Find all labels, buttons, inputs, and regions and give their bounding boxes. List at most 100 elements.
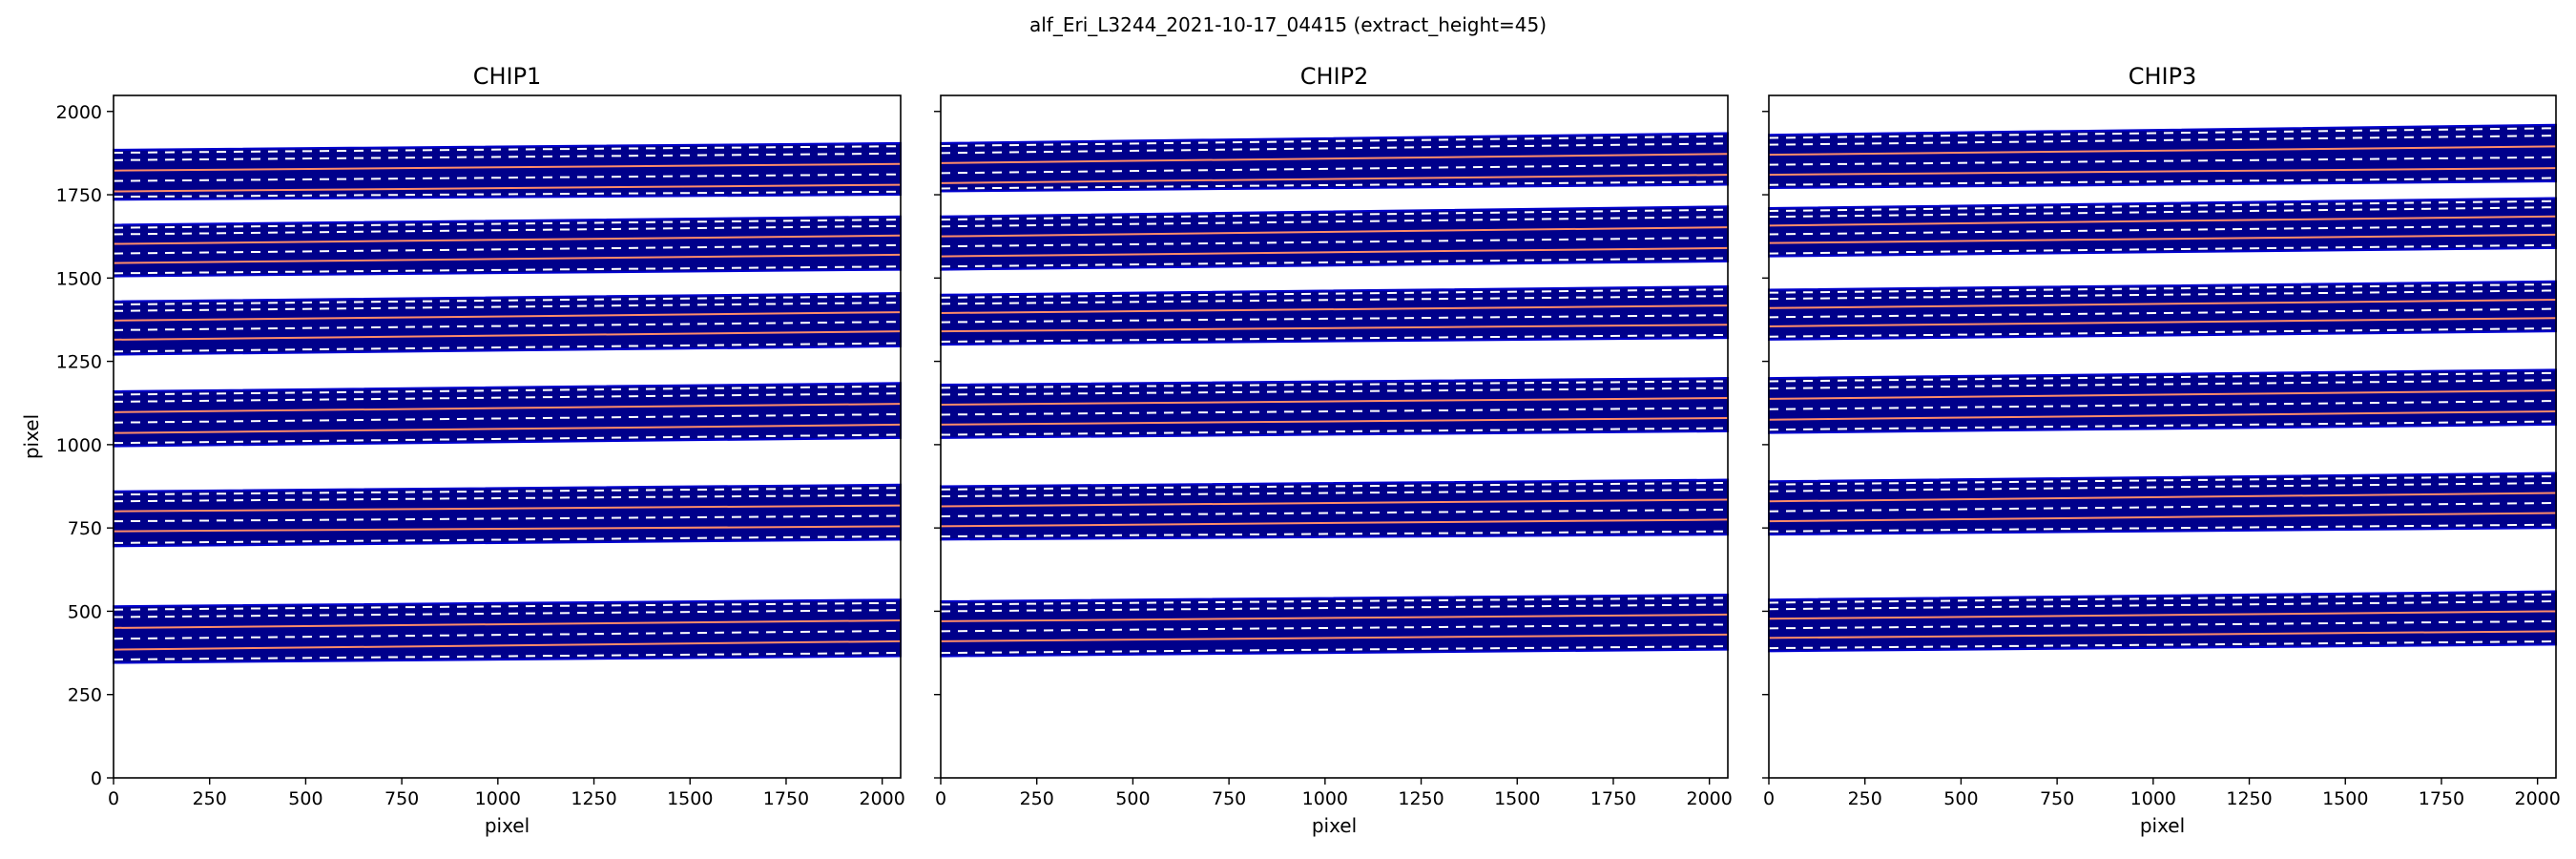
x-tick-label: 1750 <box>2419 788 2464 809</box>
x-tick-label: 750 <box>1212 788 1246 809</box>
order-lower-edge-line <box>113 342 902 353</box>
spectral-order-1 <box>113 598 902 664</box>
order-lower-edge-line <box>113 265 902 275</box>
order-aperture-line <box>113 413 902 424</box>
order-band <box>940 593 1729 658</box>
order-lower-edge-line <box>940 645 1729 655</box>
x-axis-label: pixel <box>1312 814 1357 837</box>
spectral-order-6 <box>940 132 1729 193</box>
order-center-trace <box>113 525 902 533</box>
order-band <box>1768 280 2557 341</box>
x-tick-label: 250 <box>193 788 227 809</box>
order-aperture-line <box>1768 135 2557 146</box>
order-upper-edge-line <box>113 145 902 155</box>
order-aperture-line <box>940 216 1729 228</box>
x-tick-label: 0 <box>108 788 119 809</box>
figure-suptitle: alf_Eri_L3244_2021-10-17_04415 (extract_… <box>1029 13 1547 36</box>
y-axis-label: pixel <box>20 414 43 459</box>
chip-panel-1: 0 250 500 750 1000 1250 1500 1750 2000 0 250 500 750… <box>20 63 905 837</box>
order-band <box>940 205 1729 271</box>
order-upper-edge-line <box>940 380 1729 389</box>
order-aperture-line <box>113 224 902 236</box>
order-band <box>113 483 902 548</box>
chip-panel-3: 0 250 500 750 1000 1250 1500 1750 2000 CHIP3 pixel <box>1762 63 2561 837</box>
order-center-trace <box>940 174 1729 184</box>
order-center-trace <box>113 504 902 513</box>
spectral-order-1 <box>940 593 1729 658</box>
order-center-trace <box>113 311 902 322</box>
spectral-order-5 <box>113 215 902 278</box>
order-aperture-line <box>113 173 902 182</box>
panel-title: CHIP1 <box>473 63 542 90</box>
order-center-trace <box>113 162 902 172</box>
order-lower-edge-line <box>1768 243 2557 255</box>
order-lower-edge-line <box>113 534 902 544</box>
x-tick-label: 1500 <box>2322 788 2368 809</box>
order-band <box>1768 590 2557 653</box>
spectral-order-6 <box>113 141 902 201</box>
order-center-trace <box>113 619 902 629</box>
x-tick-label: 250 <box>1020 788 1054 809</box>
order-band <box>1768 368 2557 434</box>
x-tick-label: 750 <box>384 788 419 809</box>
order-center-trace <box>1768 233 2557 244</box>
order-aperture-line <box>1768 599 2557 611</box>
order-aperture-line <box>940 489 1729 497</box>
order-upper-edge-line <box>940 481 1729 491</box>
x-axis-label: pixel <box>485 814 530 837</box>
order-aperture-line <box>113 493 902 503</box>
order-center-trace <box>940 518 1729 528</box>
y-tick-label: 500 <box>68 601 102 622</box>
order-center-trace <box>1768 145 2557 157</box>
order-aperture-line <box>940 163 1729 175</box>
y-tick-label: 750 <box>68 518 102 539</box>
order-center-trace <box>113 403 902 413</box>
y-tick-label: 1500 <box>56 268 102 289</box>
order-band <box>113 215 902 278</box>
order-center-trace <box>1768 512 2557 523</box>
order-center-trace <box>940 613 1729 622</box>
order-aperture-line <box>940 508 1729 517</box>
order-aperture-line <box>940 295 1729 305</box>
order-lower-edge-line <box>1768 327 2557 338</box>
spectral-order-4 <box>1768 280 2557 341</box>
order-band <box>1768 123 2557 190</box>
order-center-trace <box>113 183 902 193</box>
order-center-trace <box>940 498 1729 508</box>
x-tick-label: 750 <box>2040 788 2074 809</box>
y-tick-label: 1000 <box>56 435 102 456</box>
order-aperture-line <box>940 603 1729 613</box>
panel-title: CHIP3 <box>2129 63 2197 90</box>
spectral-order-6 <box>1768 123 2557 190</box>
order-upper-edge-line <box>940 208 1729 221</box>
panel-title: CHIP2 <box>1300 63 1369 90</box>
axes-frame <box>113 94 902 779</box>
order-aperture-line <box>940 623 1729 633</box>
y-tick-label: 1750 <box>56 185 102 206</box>
order-center-trace <box>113 639 902 651</box>
order-aperture-line <box>1768 501 2557 513</box>
spectral-order-4 <box>940 285 1729 346</box>
spectral-order-2 <box>1768 471 2557 536</box>
order-aperture-line <box>1768 289 2557 301</box>
order-aperture-line <box>1768 619 2557 630</box>
order-center-trace <box>940 304 1729 314</box>
order-aperture-line <box>113 629 902 640</box>
order-center-trace <box>1768 167 2557 177</box>
order-center-trace <box>1768 299 2557 309</box>
order-band <box>940 285 1729 346</box>
x-tick-label: 1250 <box>571 788 616 809</box>
order-aperture-line <box>113 321 902 331</box>
order-lower-edge-line <box>940 180 1729 190</box>
order-upper-edge-line <box>1768 371 2557 383</box>
x-tick-label: 0 <box>1763 788 1775 809</box>
order-upper-edge-line <box>113 487 902 496</box>
order-upper-edge-line <box>940 135 1729 147</box>
order-aperture-line <box>1768 400 2557 410</box>
order-aperture-line <box>113 152 902 161</box>
order-upper-edge-line <box>940 597 1729 606</box>
order-center-trace <box>940 226 1729 238</box>
chip-panels: 0 250 500 750 1000 1250 1500 1750 2000 0 250 500 750… <box>20 63 2561 837</box>
order-aperture-line <box>940 142 1729 155</box>
order-aperture-line <box>1768 224 2557 236</box>
